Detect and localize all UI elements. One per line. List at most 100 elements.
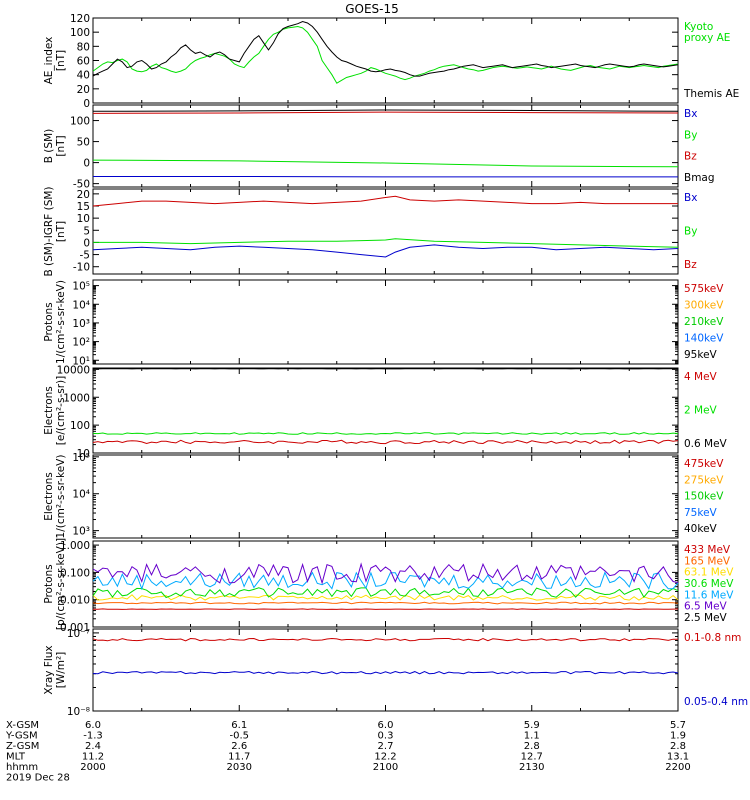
y-axis-label: [nT] bbox=[55, 135, 67, 156]
y-tick-label: 10³ bbox=[72, 318, 90, 330]
series-line bbox=[92, 608, 679, 610]
panel-protons-e: 10¹ 10² 10³ 10⁴ 10⁵ Protons 1/(cm²-s-sr-keV) 57… bbox=[43, 279, 724, 367]
x-row-value: 6.0 bbox=[85, 720, 101, 731]
y-tick-label: 0 bbox=[83, 237, 90, 249]
x-row-value: 1.9 bbox=[670, 731, 686, 742]
y-tick-label: 10⁴ bbox=[72, 299, 90, 311]
x-row-value: -0.5 bbox=[229, 731, 249, 742]
y-tick-label: 10⁵ bbox=[72, 281, 90, 293]
y-tick-label: 10⁻⁷ bbox=[67, 628, 90, 640]
series-line bbox=[92, 587, 679, 599]
x-row-value: 12.2 bbox=[374, 752, 396, 763]
panel-frame bbox=[92, 454, 679, 539]
y-axis-label: B (SM) bbox=[43, 129, 55, 163]
y-tick-label: 1000 bbox=[63, 392, 90, 404]
y-axis-label: Protons bbox=[43, 302, 55, 341]
x-row-label: hhmm bbox=[6, 762, 38, 773]
legend-entry: 40keV bbox=[684, 523, 718, 535]
y-tick-label: 40 bbox=[77, 70, 90, 82]
y-tick-label: 10 bbox=[77, 448, 90, 460]
x-row-value: 2.4 bbox=[85, 741, 101, 752]
legend-entry: 2 MeV bbox=[684, 405, 718, 417]
series-line bbox=[92, 20, 679, 77]
y-tick-label: 10⁵ bbox=[72, 452, 90, 464]
legend-entry: 150keV bbox=[684, 491, 724, 503]
x-row-value: -1.3 bbox=[83, 731, 103, 742]
legend-entry: 6.5 MeV bbox=[684, 601, 728, 613]
legend-entry: 575keV bbox=[684, 283, 724, 295]
y-tick-label: 0 bbox=[83, 158, 90, 170]
y-axis-label: Electrons bbox=[43, 472, 55, 521]
x-row-value: 2000 bbox=[80, 762, 105, 773]
y-axis-label: Xray Flux bbox=[43, 645, 55, 694]
series-line bbox=[92, 637, 678, 642]
y-tick-label: 20 bbox=[77, 84, 90, 96]
legend-entry: 30.6 MeV bbox=[684, 578, 734, 590]
y-axis-label: [nT] bbox=[55, 221, 67, 242]
x-row-label: Z-GSM bbox=[6, 741, 39, 752]
series-line bbox=[92, 244, 679, 258]
y-axis-label: [W/m²] bbox=[55, 652, 67, 689]
legend-entry: Themis AE bbox=[683, 88, 739, 100]
y-tick-label: -10 bbox=[73, 262, 90, 274]
y-tick-label: 10 bbox=[77, 213, 90, 225]
y-tick-label: 0.001 bbox=[60, 622, 90, 634]
x-row-label: MLT bbox=[6, 752, 26, 763]
y-tick-label: 10⁻⁸ bbox=[67, 706, 90, 718]
x-row-value: 2100 bbox=[373, 762, 398, 773]
y-tick-label: 100 bbox=[70, 27, 90, 39]
date-label: 2019 Dec 28 bbox=[6, 773, 70, 784]
legend-entry: 0.05-0.4 nm bbox=[684, 696, 748, 708]
y-axis-label: 1/(cm²-s-sr-keV) bbox=[55, 455, 67, 539]
series-line bbox=[92, 111, 679, 114]
panel-frame bbox=[92, 104, 679, 188]
y-tick-label: 10¹ bbox=[72, 355, 90, 367]
x-row-value: 6.1 bbox=[231, 720, 247, 731]
legend-entry: Bx bbox=[684, 108, 697, 120]
x-axis-table: X-GSM 6.0 6.1 6.0 5.9 5.7 Y-GSM -1.3 -0.5 0.3 1.1 1… bbox=[5, 720, 691, 784]
legend-entry: 300keV bbox=[684, 300, 724, 312]
panel-frame bbox=[92, 628, 679, 712]
y-axis-label: Electrons bbox=[43, 386, 55, 435]
x-row-value: 13.1 bbox=[667, 752, 689, 763]
panel-xray: 10⁻⁸ 10⁻⁷ Xray Flux [W/m²] 0.1-0.8 nm 0.05-0.… bbox=[43, 628, 748, 718]
x-row-value: 5.9 bbox=[524, 720, 540, 731]
series-line bbox=[92, 432, 679, 435]
y-tick-label: 1.000 bbox=[60, 540, 90, 552]
x-row-value: 2200 bbox=[665, 762, 690, 773]
y-axis-label: AE_index bbox=[43, 37, 55, 85]
y-tick-label: 50 bbox=[77, 137, 90, 149]
y-tick-label: 80 bbox=[77, 41, 90, 53]
legend-entry: proxy AE bbox=[684, 32, 730, 44]
y-tick-label: 5 bbox=[83, 225, 90, 237]
x-row-value: 6.0 bbox=[378, 720, 394, 731]
y-axis-label: 1/(cm²-s-sr-keV) bbox=[55, 280, 67, 364]
y-tick-label: 100 bbox=[70, 116, 90, 128]
panel-electrons-kev: 10³ 10⁴ 10⁵ Electrons 1/(cm²-s-sr-keV) 475keV… bbox=[43, 452, 724, 539]
x-row-label: X-GSM bbox=[6, 720, 39, 731]
x-row-value: 2.8 bbox=[524, 741, 540, 752]
x-row-value: 11.7 bbox=[228, 752, 250, 763]
x-row-value: 1.1 bbox=[524, 731, 540, 742]
legend-entry: 140keV bbox=[684, 333, 724, 345]
y-tick-label: 120 bbox=[70, 13, 90, 25]
y-tick-label: 100 bbox=[70, 420, 90, 432]
y-axis-label: B (SM)-IGRF (SM) bbox=[43, 186, 55, 276]
x-row-value: 2130 bbox=[519, 762, 544, 773]
x-row-value: 2.6 bbox=[231, 741, 247, 752]
legend-entry: 275keV bbox=[684, 474, 724, 486]
legend-entry: By bbox=[684, 226, 697, 238]
legend-entry: Bz bbox=[684, 259, 697, 271]
y-tick-label: 10000 bbox=[57, 364, 90, 376]
x-row-value: 11.2 bbox=[82, 752, 104, 763]
legend-entry: 0.1-0.8 nm bbox=[684, 632, 741, 644]
panel-frame bbox=[92, 17, 679, 104]
y-tick-label: 0 bbox=[83, 98, 90, 110]
series-line bbox=[92, 670, 679, 675]
series-line bbox=[92, 109, 679, 112]
chart-title: GOES-15 bbox=[345, 2, 399, 16]
